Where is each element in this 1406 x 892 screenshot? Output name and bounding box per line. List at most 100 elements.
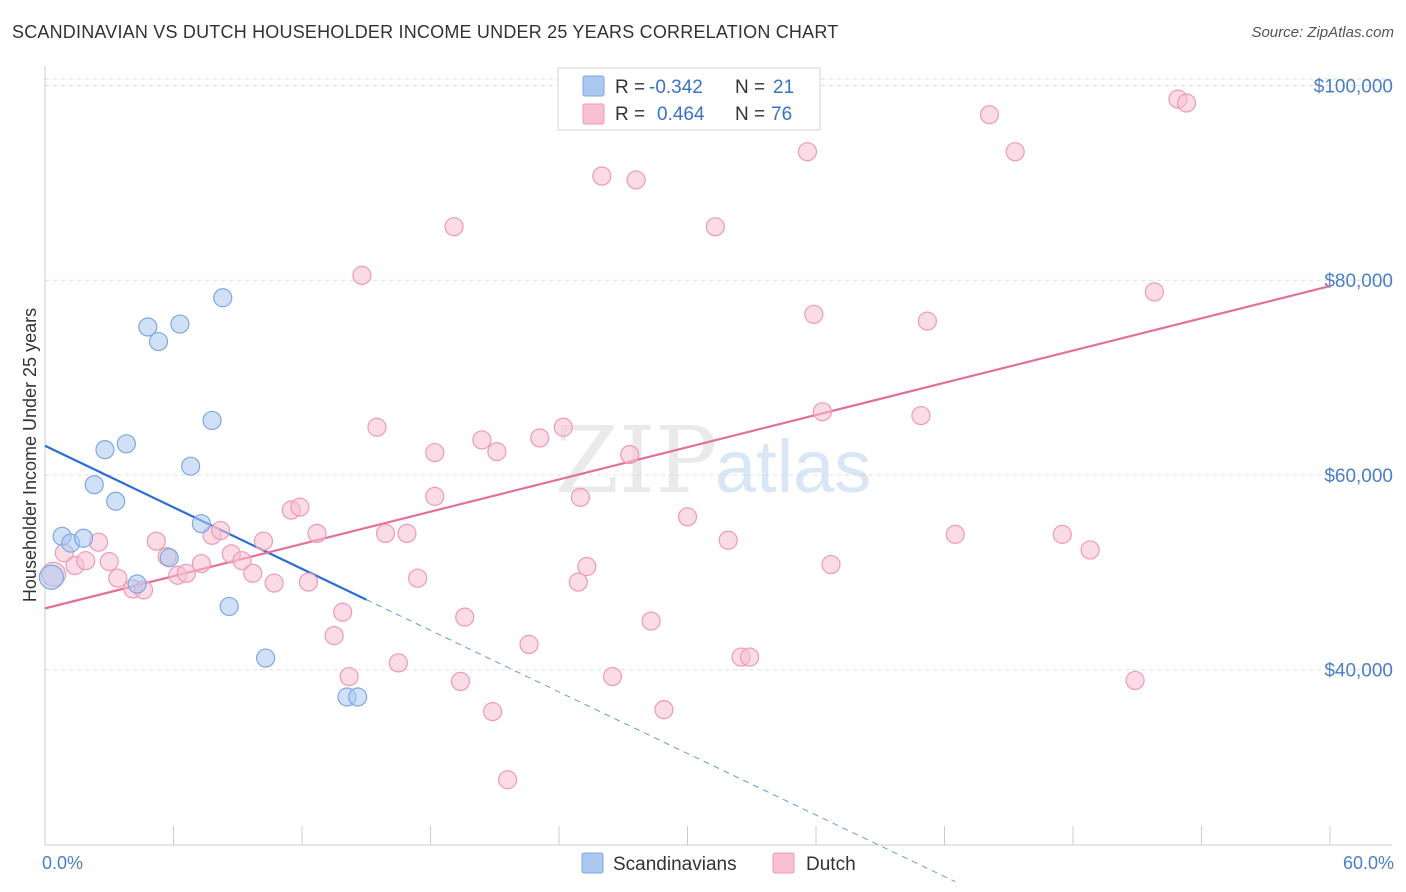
point-dutch: [108, 568, 128, 588]
point-dutch: [298, 572, 319, 592]
point-dutch: [530, 428, 550, 448]
point-dutch: [1144, 282, 1164, 302]
point-dutch: [146, 531, 166, 551]
point-scandinavians: [138, 317, 158, 337]
point-dutch: [444, 217, 464, 237]
y-tick-label: $80,000: [1324, 271, 1393, 292]
point-dutch: [979, 105, 1000, 125]
point-dutch: [740, 647, 760, 667]
point-dutch: [375, 523, 396, 544]
point-dutch: [1176, 93, 1197, 113]
point-scandinavians: [191, 514, 211, 534]
point-dutch: [626, 170, 646, 190]
point-dutch: [620, 444, 640, 465]
point-scandinavians: [348, 687, 368, 707]
point-scandinavians: [84, 475, 104, 495]
bottom-legend: Scandinavians Dutch: [581, 852, 856, 875]
point-dutch: [602, 666, 623, 687]
point-dutch: [243, 563, 263, 583]
y-tick-label: $60,000: [1324, 466, 1393, 487]
point-dutch: [324, 626, 344, 646]
point-dutch: [917, 311, 937, 331]
point-scandinavians: [73, 528, 94, 548]
point-dutch: [568, 572, 588, 592]
point-dutch: [264, 573, 284, 593]
legend-n-value-2: 76: [771, 104, 792, 125]
bottom-legend-swatch-scandinavians: [581, 852, 604, 874]
legend-swatch-dutch: [582, 103, 605, 125]
bottom-legend-swatch-dutch: [772, 852, 795, 874]
point-scandinavians: [95, 440, 115, 460]
point-dutch: [472, 430, 492, 450]
bottom-legend-scandinavians: Scandinavians: [613, 854, 737, 875]
gridlines: [45, 78, 1392, 671]
legend-r-value-2: 0.464: [657, 104, 705, 125]
axes: [44, 66, 1392, 846]
point-scandinavians: [38, 564, 65, 590]
point-scandinavians: [170, 314, 190, 334]
y-tick-label: $40,000: [1324, 661, 1393, 682]
point-dutch: [367, 417, 387, 437]
point-dutch: [232, 551, 252, 571]
point-scandinavians: [116, 434, 136, 454]
chart-title: SCANDINAVIAN VS DUTCH HOUSEHOLDER INCOME…: [12, 22, 839, 42]
watermark-atlas: atlas: [715, 425, 871, 508]
trend-scandinavians-extension: [366, 599, 956, 883]
legend-n-label-1: N =: [735, 77, 765, 98]
axis-ticks: $40,000 $60,000 $80,000 $100,000 0.0% 60.0%: [42, 76, 1394, 873]
point-dutch: [654, 700, 674, 720]
point-dutch: [945, 524, 965, 544]
point-dutch: [911, 405, 931, 426]
point-scandinavians: [202, 410, 222, 431]
point-dutch: [76, 551, 96, 571]
point-dutch: [388, 653, 408, 673]
legend-r-value-1: -0.342: [649, 77, 703, 98]
point-scandinavians: [219, 596, 239, 617]
point-dutch: [425, 486, 445, 506]
point-dutch: [339, 666, 359, 687]
point-dutch: [677, 507, 698, 527]
point-dutch: [641, 611, 661, 631]
point-dutch: [812, 402, 833, 422]
y-tick-label: $100,000: [1314, 76, 1393, 97]
bottom-legend-dutch: Dutch: [806, 854, 856, 875]
point-scandinavians: [148, 331, 169, 352]
point-dutch: [1125, 670, 1145, 691]
series-scandinavians: [38, 288, 368, 707]
y-axis-label: Householder Income Under 25 years: [20, 308, 40, 602]
point-dutch: [99, 552, 119, 572]
watermark: ZIP atlas: [555, 407, 871, 514]
point-scandinavians: [181, 456, 201, 476]
point-dutch: [519, 634, 539, 655]
point-dutch: [797, 142, 818, 162]
point-scandinavians: [106, 491, 126, 511]
point-dutch: [487, 442, 507, 462]
point-dutch: [352, 265, 372, 285]
point-scandinavians: [213, 288, 233, 308]
point-dutch: [191, 553, 211, 574]
x-tick-label-left: 0.0%: [42, 853, 83, 873]
point-dutch: [333, 602, 353, 622]
point-dutch: [408, 568, 428, 588]
x-tick-label-right: 60.0%: [1343, 853, 1394, 873]
legend-r-label-1: R =: [615, 77, 645, 98]
legend-r-label-2: R =: [615, 104, 645, 125]
point-dutch: [498, 770, 518, 790]
point-dutch: [483, 701, 503, 722]
legend-box: R = -0.342 N = 21 R = 0.464 N = 76: [557, 67, 821, 131]
legend-n-label-2: N =: [735, 104, 765, 125]
point-dutch: [397, 523, 417, 544]
point-scandinavians: [127, 574, 147, 594]
point-dutch: [1080, 540, 1100, 560]
point-dutch: [455, 607, 475, 627]
point-dutch: [211, 520, 231, 541]
point-dutch: [718, 530, 738, 550]
point-scandinavians: [255, 648, 276, 668]
point-dutch: [577, 556, 597, 577]
point-dutch: [425, 442, 445, 463]
chart-source: Source: ZipAtlas.com: [1251, 24, 1394, 41]
point-dutch: [570, 487, 591, 507]
point-dutch: [307, 523, 327, 544]
point-scandinavians: [159, 548, 179, 568]
